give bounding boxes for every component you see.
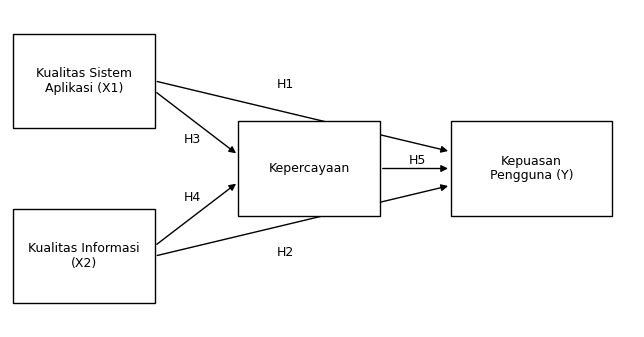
Text: Kepuasan
Pengguna (Y): Kepuasan Pengguna (Y): [489, 154, 573, 183]
FancyBboxPatch shape: [13, 34, 155, 128]
Text: H1: H1: [277, 78, 294, 91]
FancyBboxPatch shape: [238, 121, 380, 216]
Text: H2: H2: [277, 246, 294, 259]
Text: Kualitas Informasi
(X2): Kualitas Informasi (X2): [28, 242, 140, 270]
Text: Kepercayaan: Kepercayaan: [269, 162, 350, 175]
Text: H3: H3: [184, 133, 201, 146]
Text: H4: H4: [184, 191, 201, 204]
Text: H5: H5: [409, 154, 426, 166]
FancyBboxPatch shape: [451, 121, 612, 216]
FancyBboxPatch shape: [13, 209, 155, 303]
Text: Kualitas Sistem
Aplikasi (X1): Kualitas Sistem Aplikasi (X1): [35, 67, 132, 95]
